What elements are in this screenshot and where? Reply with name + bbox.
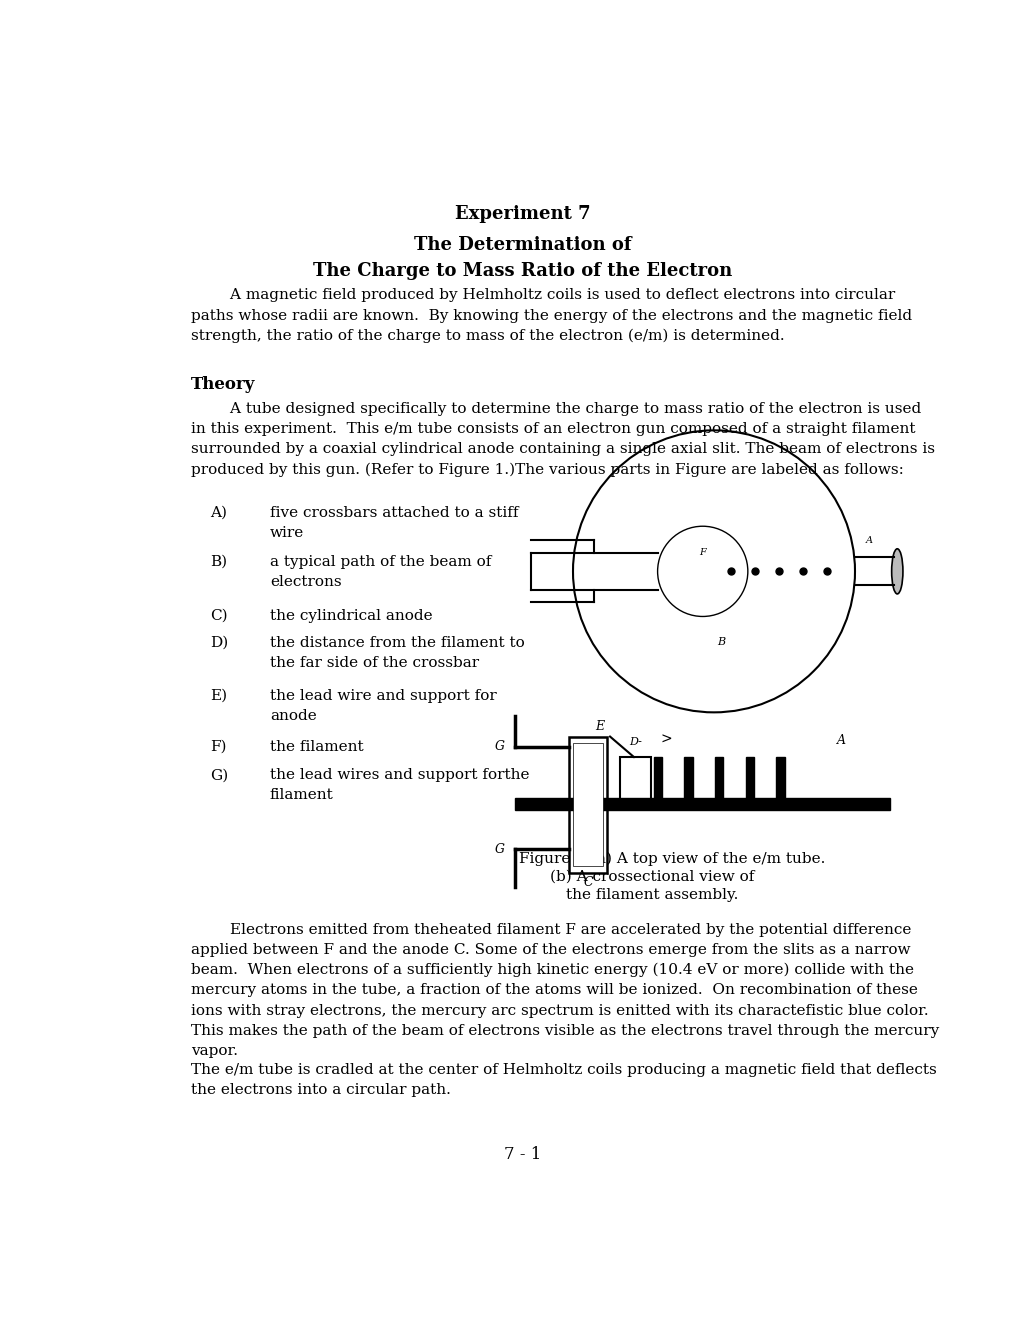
Text: G: G <box>494 842 503 855</box>
Text: D): D) <box>210 636 228 651</box>
Text: the distance from the filament to
the far side of the crossbar: the distance from the filament to the fa… <box>269 636 524 671</box>
Bar <box>569 737 606 873</box>
Text: F: F <box>699 548 705 557</box>
Text: the filament: the filament <box>269 739 363 754</box>
Bar <box>684 758 692 797</box>
Bar <box>572 743 602 866</box>
Text: The Determination of
The Charge to Mass Ratio of the Electron: The Determination of The Charge to Mass … <box>313 236 732 280</box>
Text: A tube designed specifically to determine the charge to mass ratio of the electr: A tube designed specifically to determin… <box>191 403 933 477</box>
Text: A): A) <box>210 506 227 520</box>
Text: C): C) <box>210 609 228 623</box>
Text: five crossbars attached to a stiff
wire: five crossbars attached to a stiff wire <box>269 506 518 540</box>
Text: Electrons emitted from theheated filament F are accelerated by the potential dif: Electrons emitted from theheated filamen… <box>191 923 938 1057</box>
Text: B: B <box>716 636 725 647</box>
Text: E): E) <box>210 689 227 704</box>
Text: >: > <box>659 733 672 747</box>
Text: D-: D- <box>629 737 641 747</box>
Text: a typical path of the beam of
electrons: a typical path of the beam of electrons <box>269 554 491 589</box>
Text: C: C <box>583 876 592 890</box>
Text: The e/m tube is cradled at the center of Helmholtz coils producing a magnetic fi: The e/m tube is cradled at the center of… <box>191 1063 935 1097</box>
Text: (b) A crossectional view of: (b) A crossectional view of <box>550 870 754 884</box>
Bar <box>514 797 889 810</box>
Text: Theory: Theory <box>191 376 255 393</box>
Bar <box>714 758 722 797</box>
Bar <box>653 758 661 797</box>
Text: Figure I  (a) A top view of the e/m tube.: Figure I (a) A top view of the e/m tube. <box>519 851 824 866</box>
Text: 7 - 1: 7 - 1 <box>503 1146 541 1163</box>
Ellipse shape <box>891 549 902 594</box>
Text: the cylindrical anode: the cylindrical anode <box>269 609 432 623</box>
Text: A: A <box>865 536 871 545</box>
Text: the lead wire and support for
anode: the lead wire and support for anode <box>269 689 496 723</box>
Text: the filament assembly.: the filament assembly. <box>566 888 738 902</box>
Text: G: G <box>494 741 503 754</box>
Bar <box>775 758 784 797</box>
Bar <box>620 758 650 801</box>
Text: B): B) <box>210 554 227 569</box>
Text: Experiment 7: Experiment 7 <box>454 205 590 223</box>
Text: F): F) <box>210 739 227 754</box>
Text: G): G) <box>210 768 228 783</box>
Bar <box>745 758 753 797</box>
Text: A: A <box>837 734 846 747</box>
Text: the lead wires and support forthe
filament: the lead wires and support forthe filame… <box>269 768 529 803</box>
Text: E: E <box>595 721 604 733</box>
Text: A magnetic field produced by Helmholtz coils is used to deflect electrons into c: A magnetic field produced by Helmholtz c… <box>191 289 911 343</box>
